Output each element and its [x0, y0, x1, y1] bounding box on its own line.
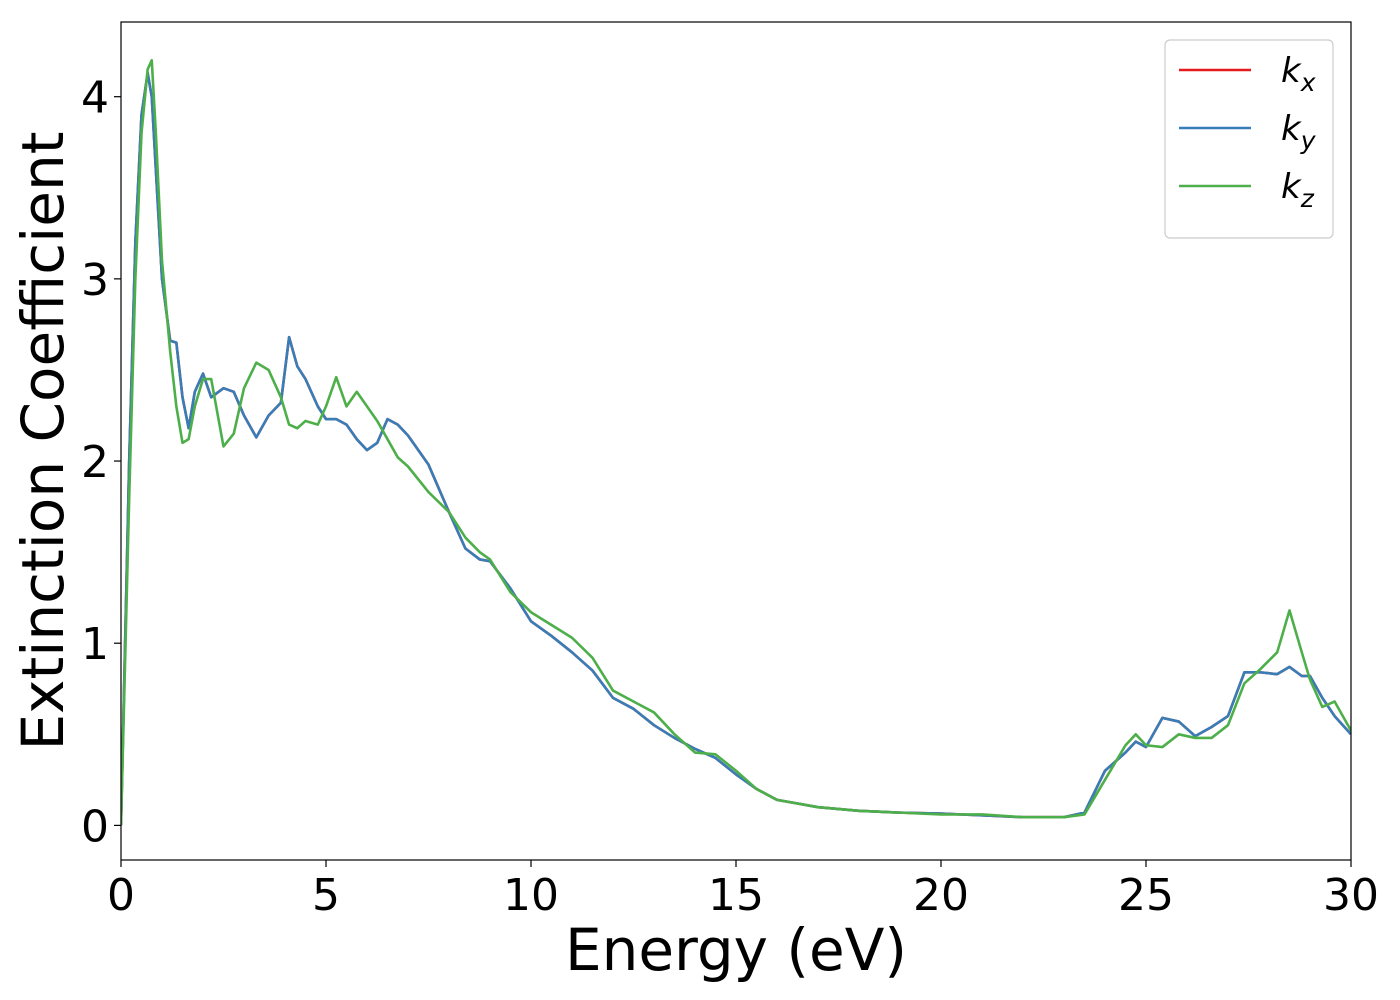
- plot-frame: [120, 21, 1352, 861]
- legend-label: kz: [1281, 167, 1315, 213]
- y-tick-label: 3: [81, 255, 109, 306]
- series-line: [121, 58, 1351, 826]
- legend-label: ky: [1281, 109, 1317, 155]
- x-tick-label: 20: [913, 870, 969, 921]
- y-tick-label: 0: [81, 801, 109, 852]
- series-line: [121, 71, 1351, 826]
- x-tick-label: 30: [1323, 870, 1379, 921]
- legend-frame: [1164, 39, 1334, 239]
- y-tick-label: 4: [81, 73, 109, 124]
- x-tick-label: 25: [1118, 870, 1174, 921]
- y-tick-label: 1: [81, 619, 109, 670]
- x-tick-label: 15: [708, 870, 764, 921]
- x-tick-label: 10: [503, 870, 559, 921]
- x-axis-label: Energy (eV): [565, 916, 907, 984]
- y-tick-label: 2: [81, 437, 109, 488]
- x-tick-label: 5: [312, 870, 340, 921]
- legend-label: kx: [1281, 51, 1316, 97]
- y-axis-label: Extinction Coefficient: [9, 132, 77, 751]
- x-tick-label: 0: [107, 870, 135, 921]
